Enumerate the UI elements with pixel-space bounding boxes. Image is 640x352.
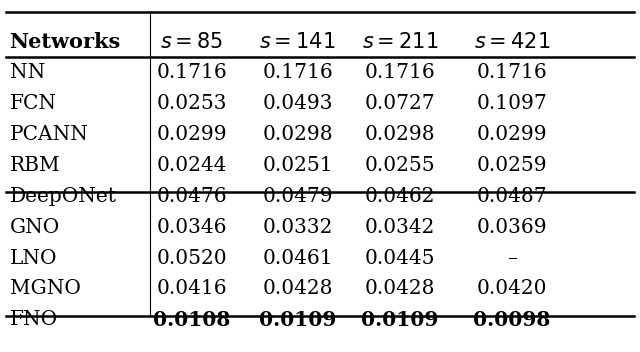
Text: DeepONet: DeepONet bbox=[10, 187, 116, 206]
Text: GNO: GNO bbox=[10, 218, 60, 237]
Text: 0.0462: 0.0462 bbox=[365, 187, 435, 206]
Text: 0.0727: 0.0727 bbox=[365, 94, 435, 113]
Text: 0.0255: 0.0255 bbox=[365, 156, 435, 175]
Text: LNO: LNO bbox=[10, 249, 57, 268]
Text: 0.0108: 0.0108 bbox=[154, 310, 230, 331]
Text: 0.0445: 0.0445 bbox=[365, 249, 435, 268]
Text: 0.0098: 0.0098 bbox=[474, 310, 550, 331]
Text: 0.0461: 0.0461 bbox=[262, 249, 333, 268]
Text: 0.1716: 0.1716 bbox=[262, 63, 333, 82]
Text: 0.0299: 0.0299 bbox=[477, 125, 547, 144]
Text: FNO: FNO bbox=[10, 310, 58, 329]
Text: 0.0420: 0.0420 bbox=[477, 279, 547, 298]
Text: 0.0346: 0.0346 bbox=[157, 218, 227, 237]
Text: $s = 141$: $s = 141$ bbox=[259, 32, 336, 52]
Text: $s = 85$: $s = 85$ bbox=[161, 32, 223, 52]
Text: –: – bbox=[507, 249, 517, 268]
Text: 0.1716: 0.1716 bbox=[477, 63, 547, 82]
Text: 0.0109: 0.0109 bbox=[259, 310, 336, 331]
Text: 0.0298: 0.0298 bbox=[365, 125, 435, 144]
Text: 0.0299: 0.0299 bbox=[157, 125, 227, 144]
Text: 0.0253: 0.0253 bbox=[157, 94, 227, 113]
Text: 0.0109: 0.0109 bbox=[362, 310, 438, 331]
Text: $s = 211$: $s = 211$ bbox=[362, 32, 438, 52]
Text: RBM: RBM bbox=[10, 156, 60, 175]
Text: 0.0369: 0.0369 bbox=[477, 218, 547, 237]
Text: 0.1716: 0.1716 bbox=[365, 63, 435, 82]
Text: $s = 421$: $s = 421$ bbox=[474, 32, 550, 52]
Text: 0.0332: 0.0332 bbox=[262, 218, 333, 237]
Text: 0.0259: 0.0259 bbox=[477, 156, 547, 175]
Text: 0.0298: 0.0298 bbox=[262, 125, 333, 144]
Text: FCN: FCN bbox=[10, 94, 56, 113]
Text: 0.0479: 0.0479 bbox=[262, 187, 333, 206]
Text: NN: NN bbox=[10, 63, 45, 82]
Text: Networks: Networks bbox=[10, 32, 121, 52]
Text: 0.1097: 0.1097 bbox=[477, 94, 547, 113]
Text: 0.0493: 0.0493 bbox=[262, 94, 333, 113]
Text: 0.0487: 0.0487 bbox=[477, 187, 547, 206]
Text: 0.0476: 0.0476 bbox=[157, 187, 227, 206]
Text: MGNO: MGNO bbox=[10, 279, 81, 298]
Text: 0.0428: 0.0428 bbox=[365, 279, 435, 298]
Text: 0.0428: 0.0428 bbox=[262, 279, 333, 298]
Text: PCANN: PCANN bbox=[10, 125, 88, 144]
Text: 0.0342: 0.0342 bbox=[365, 218, 435, 237]
Text: 0.0520: 0.0520 bbox=[157, 249, 227, 268]
Text: 0.0416: 0.0416 bbox=[157, 279, 227, 298]
Text: 0.0244: 0.0244 bbox=[157, 156, 227, 175]
Text: 0.1716: 0.1716 bbox=[157, 63, 227, 82]
Text: 0.0251: 0.0251 bbox=[262, 156, 333, 175]
